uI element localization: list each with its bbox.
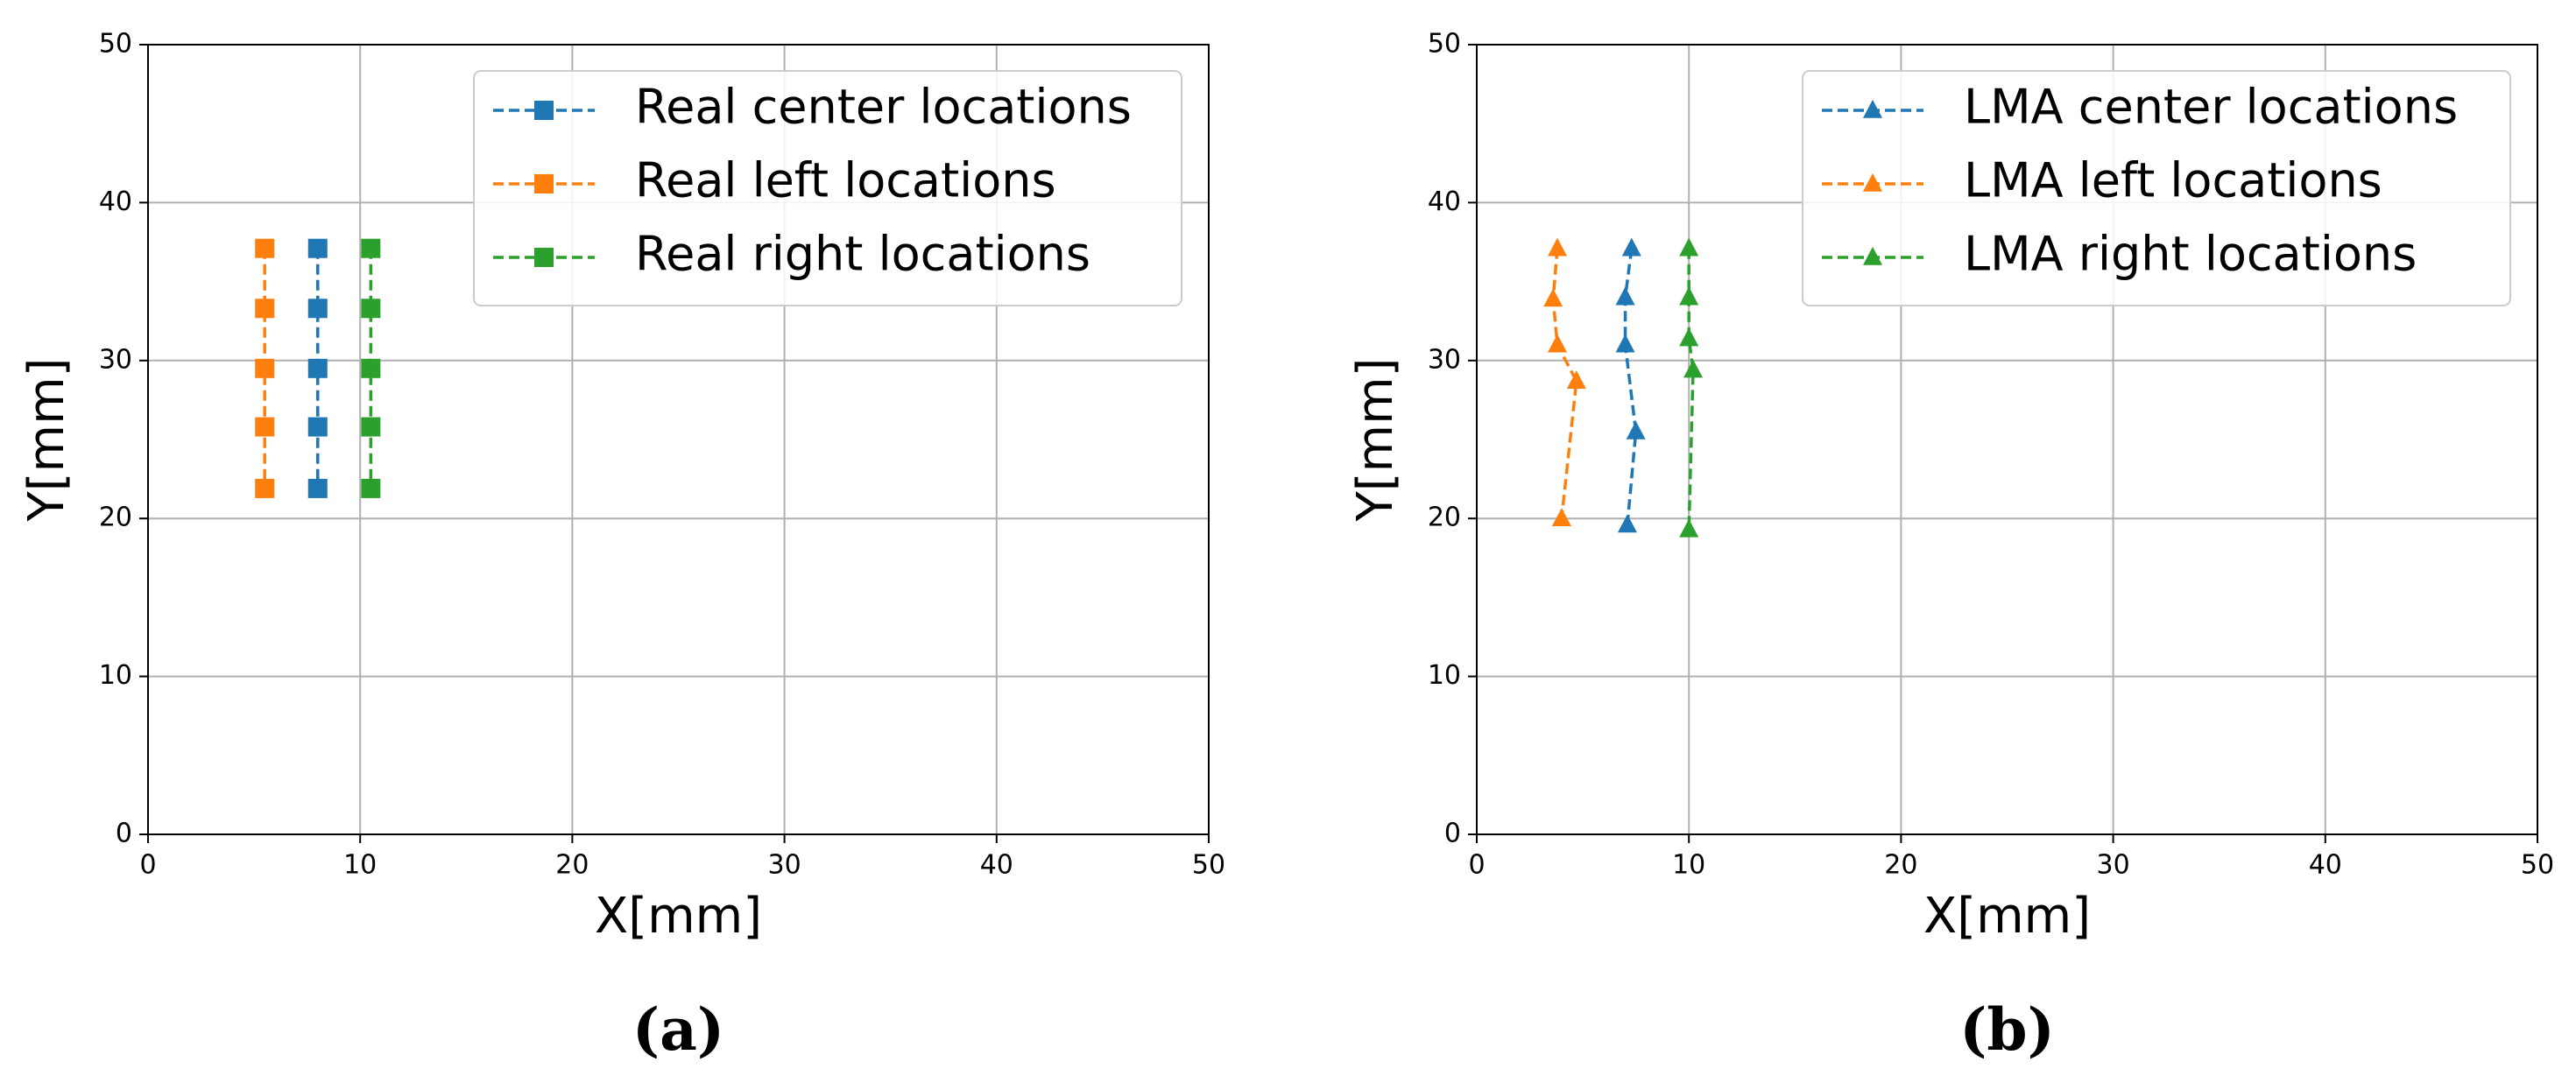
x-tick-label: 50 <box>2521 850 2554 881</box>
marker <box>307 478 328 498</box>
x-tick-label: 0 <box>139 850 156 881</box>
marker <box>1615 286 1635 306</box>
legend-label: Real center locations <box>635 80 1132 135</box>
x-tick-label: 30 <box>768 850 801 881</box>
x-tick-label: 50 <box>1192 850 1225 881</box>
legend-marker <box>1863 246 1882 265</box>
marker <box>361 238 381 258</box>
legend-marker <box>1863 99 1882 118</box>
legend-marker <box>1863 172 1882 192</box>
x-tick-label: 40 <box>2309 850 2342 881</box>
marker <box>1617 514 1637 533</box>
axes-frame <box>1476 44 2538 835</box>
axes-frame <box>147 44 1210 835</box>
marker <box>361 299 381 319</box>
y-tick-label: 20 <box>1428 503 1461 533</box>
marker <box>361 358 381 378</box>
legend-marker <box>534 248 554 267</box>
legend-box <box>473 70 1182 306</box>
x-tick-label: 10 <box>1672 850 1705 881</box>
y-axis-label: Y[mm] <box>18 357 75 522</box>
x-tick-label: 40 <box>980 850 1013 881</box>
caption: (b) <box>1959 995 2055 1064</box>
marker <box>361 478 381 498</box>
y-tick-label: 40 <box>1428 186 1461 217</box>
legend-box <box>1802 70 2511 306</box>
legend-label: Real left locations <box>635 153 1056 208</box>
y-axis-label: Y[mm] <box>1347 357 1404 522</box>
marker <box>1621 237 1641 257</box>
marker <box>255 478 275 498</box>
y-tick-label: 50 <box>1428 29 1461 60</box>
y-tick-label: 20 <box>99 503 132 533</box>
legend-label: LMA center locations <box>1964 80 2458 135</box>
y-tick-label: 30 <box>99 344 132 375</box>
y-tick-label: 50 <box>99 29 132 60</box>
x-axis-label: X[mm] <box>1923 888 2091 945</box>
x-axis-label: X[mm] <box>595 888 762 945</box>
marker <box>1626 420 1646 440</box>
y-tick-label: 0 <box>116 819 132 849</box>
y-tick-label: 10 <box>99 660 132 691</box>
marker <box>1679 237 1699 257</box>
legend-label: LMA left locations <box>1964 153 2382 208</box>
legend-marker <box>534 101 554 120</box>
marker <box>307 238 328 258</box>
marker <box>1548 334 1568 353</box>
legend-label: Real right locations <box>635 227 1090 282</box>
marker <box>255 299 275 319</box>
marker <box>361 417 381 437</box>
marker <box>1548 237 1568 257</box>
marker <box>1683 359 1704 378</box>
marker <box>1551 508 1571 526</box>
marker <box>1566 370 1586 390</box>
y-tick-label: 10 <box>1428 660 1461 691</box>
marker <box>255 358 275 378</box>
x-tick-label: 10 <box>343 850 377 881</box>
y-tick-label: 0 <box>1444 819 1461 849</box>
caption: (a) <box>632 995 724 1064</box>
y-tick-label: 30 <box>1428 344 1461 375</box>
x-tick-label: 20 <box>1884 850 1917 881</box>
marker <box>1679 518 1699 538</box>
marker <box>307 417 328 437</box>
series-line <box>1687 248 1695 530</box>
marker <box>1679 327 1699 347</box>
marker <box>1679 286 1699 306</box>
marker <box>1615 334 1635 353</box>
legend-label: LMA right locations <box>1964 227 2417 282</box>
legend-marker <box>534 174 554 193</box>
marker <box>307 358 328 378</box>
x-tick-label: 0 <box>1468 850 1485 881</box>
x-tick-label: 30 <box>2097 850 2130 881</box>
marker <box>255 238 275 258</box>
marker <box>255 417 275 437</box>
marker <box>307 299 328 319</box>
x-tick-label: 20 <box>555 850 589 881</box>
marker <box>1543 288 1563 307</box>
y-tick-label: 40 <box>99 186 132 217</box>
